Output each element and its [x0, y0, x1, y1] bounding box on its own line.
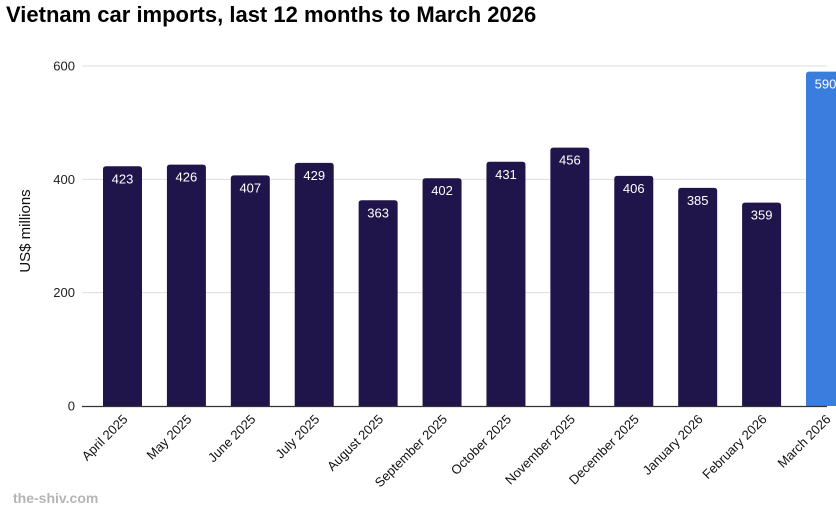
value-labels: 423 426 407 429 363 402 431 456 406 385 359 590	[112, 77, 836, 223]
bar	[358, 200, 398, 406]
value-label: 385	[687, 193, 709, 208]
x-tick-label: December 2025	[566, 412, 642, 488]
value-label: 423	[112, 171, 134, 186]
y-tick-label: 400	[53, 172, 75, 187]
y-tick-label: 600	[53, 59, 75, 74]
x-tick-label: February 2026	[699, 412, 769, 482]
value-label: 426	[176, 170, 198, 185]
bar	[742, 202, 782, 406]
x-tick-label: May 2025	[144, 412, 195, 463]
bar	[806, 71, 836, 406]
value-label: 590	[815, 77, 836, 92]
bars	[103, 71, 836, 406]
x-tick-label: April 2025	[79, 412, 131, 464]
x-tick-label: August 2025	[324, 412, 386, 474]
x-tick-label: October 2025	[448, 412, 514, 478]
y-axis-ticks: 0 200 400 600	[53, 59, 75, 414]
bar	[678, 187, 718, 406]
value-label: 429	[303, 168, 325, 183]
bar	[294, 162, 334, 406]
value-label: 456	[559, 153, 581, 168]
value-label: 363	[367, 205, 389, 220]
bar	[103, 166, 142, 406]
value-label: 402	[431, 183, 453, 198]
y-tick-label: 0	[68, 399, 75, 414]
value-label: 406	[623, 181, 645, 196]
x-tick-label: June 2025	[205, 412, 259, 466]
source-watermark: the-shiv.com	[13, 490, 99, 506]
value-label: 431	[495, 167, 517, 182]
bar	[166, 164, 206, 406]
x-axis-labels: April 2025 May 2025 June 2025 July 2025 Augu…	[79, 412, 834, 490]
x-tick-label: March 2026	[774, 412, 833, 471]
bar	[422, 178, 462, 406]
bar	[550, 147, 590, 406]
x-tick-label: January 2026	[639, 412, 705, 478]
bar	[486, 161, 526, 406]
value-label: 359	[751, 208, 773, 223]
y-axis-label: US$ millions	[17, 189, 34, 272]
bar	[230, 175, 270, 406]
x-tick-label: July 2025	[272, 412, 322, 462]
value-label: 407	[239, 180, 261, 195]
bar-chart: 0 200 400 600 423 426 407 429 363 402 431 456 406 38…	[17, 59, 836, 490]
y-tick-label: 200	[53, 285, 75, 300]
bar	[614, 175, 654, 406]
chart-title: Vietnam car imports, last 12 months to M…	[6, 2, 537, 27]
